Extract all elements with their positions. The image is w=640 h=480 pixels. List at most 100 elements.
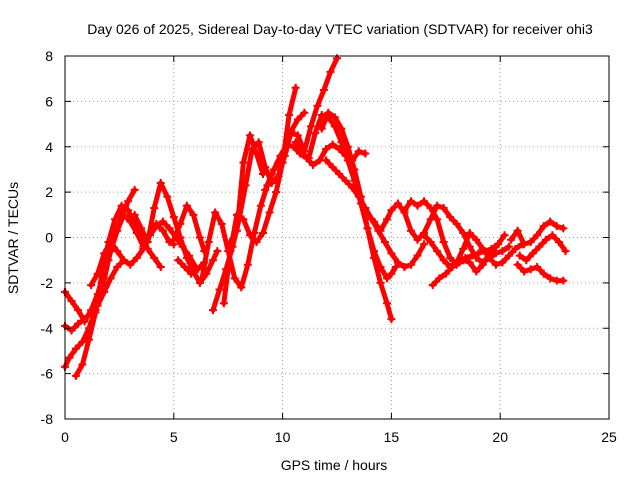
data-point-marker <box>383 274 392 283</box>
data-point-marker <box>420 197 429 206</box>
data-point-marker <box>533 262 542 271</box>
data-point-marker <box>226 238 235 247</box>
data-point-marker <box>80 315 89 324</box>
data-point-marker <box>350 165 359 174</box>
y-tick-label: -6 <box>41 366 54 382</box>
data-point-marker <box>387 315 396 324</box>
data-point-marker <box>513 226 522 235</box>
data-point-marker <box>293 115 302 124</box>
data-point-marker <box>174 256 183 265</box>
y-tick-label: 2 <box>45 184 53 200</box>
data-point-marker <box>363 224 372 233</box>
data-point-marker <box>552 222 561 231</box>
data-point-marker <box>78 360 87 369</box>
data-point-marker <box>165 224 174 233</box>
series-arc-20 <box>428 231 509 290</box>
data-point-marker <box>124 197 133 206</box>
x-tick-label: 10 <box>275 429 291 445</box>
data-point-marker <box>439 256 448 265</box>
data-point-marker <box>67 297 76 306</box>
data-point-marker <box>465 228 474 237</box>
data-point-marker <box>337 124 346 133</box>
data-point-marker <box>528 249 537 258</box>
data-point-marker <box>239 215 248 224</box>
data-point-marker <box>259 228 268 237</box>
data-point-marker <box>369 217 378 226</box>
data-point-marker <box>324 108 333 117</box>
data-point-marker <box>420 231 429 240</box>
data-point-marker <box>226 247 235 256</box>
data-point-marker <box>137 224 146 233</box>
data-point-marker <box>189 210 198 219</box>
data-point-marker <box>361 149 370 158</box>
data-point-marker <box>193 265 202 274</box>
data-point-marker <box>391 262 400 271</box>
data-point-marker <box>274 158 283 167</box>
data-point-marker <box>130 210 139 219</box>
data-point-marker <box>383 299 392 308</box>
data-point-marker <box>100 249 109 258</box>
data-point-marker <box>522 256 531 265</box>
data-point-marker <box>504 251 513 260</box>
data-point-marker <box>341 176 350 185</box>
data-point-marker <box>383 215 392 224</box>
data-point-marker <box>252 238 261 247</box>
data-point-marker <box>165 238 174 247</box>
data-point-marker <box>219 299 228 308</box>
data-point-marker <box>245 131 254 140</box>
data-point-marker <box>328 163 337 172</box>
data-point-marker <box>152 222 161 231</box>
data-point-marker <box>498 258 507 267</box>
data-point-marker <box>254 138 263 147</box>
data-point-marker <box>306 122 315 131</box>
data-point-marker <box>74 306 83 315</box>
data-point-marker <box>343 142 352 151</box>
data-point-marker <box>195 278 204 287</box>
data-point-marker <box>491 260 500 269</box>
data-point-marker <box>169 235 178 244</box>
y-tick-label: 0 <box>45 230 53 246</box>
data-point-marker <box>526 265 535 274</box>
series-arc-15 <box>317 108 396 324</box>
data-point-marker <box>213 247 222 256</box>
data-point-marker <box>413 201 422 210</box>
data-point-marker <box>387 206 396 215</box>
data-point-marker <box>71 344 80 353</box>
data-point-marker <box>474 249 483 258</box>
data-point-marker <box>113 247 122 256</box>
data-point-marker <box>548 231 557 240</box>
data-point-marker <box>198 274 207 283</box>
data-point-marker <box>335 169 344 178</box>
series-arc-19 <box>420 228 526 271</box>
data-point-marker <box>211 208 220 217</box>
data-point-marker <box>513 260 522 269</box>
data-point-marker <box>446 213 455 222</box>
data-point-marker <box>393 199 402 208</box>
series-arc-12 <box>226 131 268 247</box>
series-arc-23 <box>513 260 568 285</box>
data-point-marker <box>65 353 74 362</box>
data-point-marker <box>369 253 378 262</box>
data-point-marker <box>280 147 289 156</box>
data-point-marker <box>478 260 487 269</box>
data-point-marker <box>441 269 450 278</box>
data-point-marker <box>298 149 307 158</box>
data-point-marker <box>217 219 226 228</box>
data-point-marker <box>91 308 100 317</box>
data-point-marker <box>328 140 337 149</box>
data-point-marker <box>487 244 496 253</box>
data-point-marker <box>267 169 276 178</box>
data-point-marker <box>400 262 409 271</box>
series-arc-21 <box>507 217 568 249</box>
data-point-marker <box>291 83 300 92</box>
data-point-marker <box>465 242 474 251</box>
data-point-marker <box>317 124 326 133</box>
data-point-marker <box>433 201 442 210</box>
data-point-marker <box>259 169 268 178</box>
data-point-marker <box>406 197 415 206</box>
data-point-marker <box>426 238 435 247</box>
series-arc-13 <box>261 54 341 194</box>
data-point-marker <box>84 335 93 344</box>
data-point-marker <box>420 240 429 249</box>
data-point-marker <box>313 101 322 110</box>
